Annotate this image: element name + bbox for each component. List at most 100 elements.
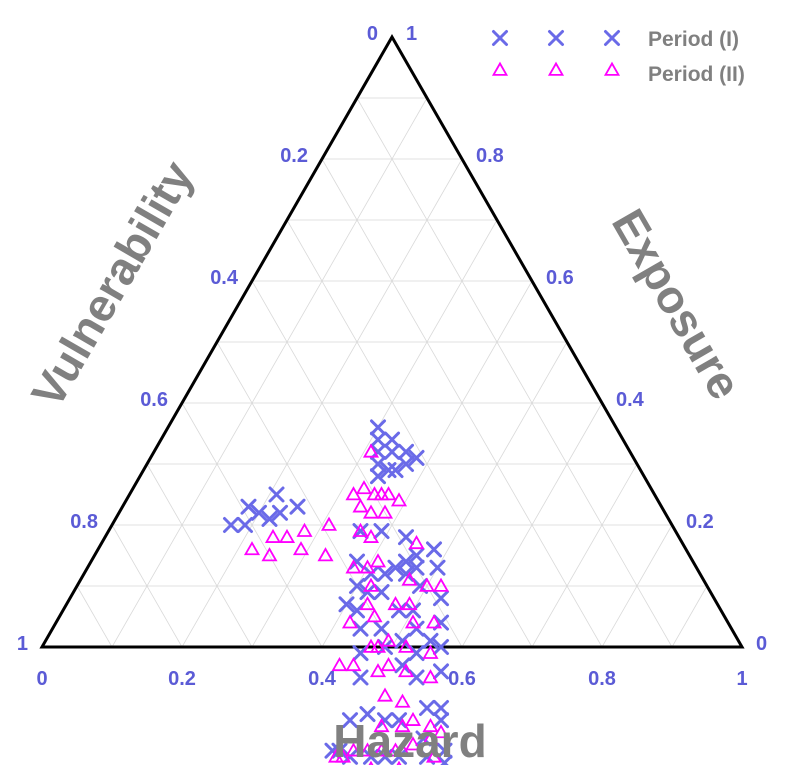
point-period-1 xyxy=(422,632,439,649)
point-period-2 xyxy=(362,443,380,458)
point-period-1 xyxy=(387,559,404,576)
point-period-2 xyxy=(394,693,411,708)
point-period-1 xyxy=(349,602,365,619)
point-period-2 xyxy=(366,608,383,623)
bottom-tick-label: 0.4 xyxy=(308,668,337,690)
point-period-1 xyxy=(436,754,453,765)
grid-line xyxy=(391,341,568,648)
point-period-2 xyxy=(376,687,394,702)
grid-line xyxy=(286,219,533,648)
point-period-1 xyxy=(408,559,425,576)
point-period-2 xyxy=(425,614,443,629)
point-period-2 xyxy=(373,486,390,501)
point-period-1 xyxy=(391,602,407,619)
series-period-1 xyxy=(223,419,453,765)
point-period-2 xyxy=(387,742,404,757)
legend-marker-triangle xyxy=(491,61,509,76)
left-tick-label: 0.4 xyxy=(210,267,239,289)
grid-line xyxy=(251,219,498,648)
point-period-1 xyxy=(419,700,435,716)
point-period-2 xyxy=(387,595,404,611)
bottom-tick-label: 1 xyxy=(736,668,747,690)
grid-line xyxy=(601,524,673,648)
point-period-2 xyxy=(422,717,439,733)
point-period-1 xyxy=(251,504,267,521)
point-period-1 xyxy=(408,449,425,466)
point-period-1 xyxy=(377,748,393,765)
point-period-1 xyxy=(363,565,379,582)
point-period-1 xyxy=(324,742,341,759)
legend-marker-x xyxy=(548,30,564,46)
point-period-2 xyxy=(422,669,439,684)
legend-marker-triangle xyxy=(603,61,621,76)
left-tick-label: 1 xyxy=(17,633,28,655)
point-period-1 xyxy=(377,712,393,729)
hazard-axis-title: Hazard xyxy=(333,715,486,765)
point-period-1 xyxy=(398,443,414,460)
grid-line xyxy=(76,585,113,648)
legend-marker-triangle xyxy=(547,61,565,76)
point-period-1 xyxy=(237,517,253,533)
point-period-1 xyxy=(391,748,407,765)
point-period-1 xyxy=(405,602,421,619)
point-period-1 xyxy=(370,431,386,448)
left-axis-ticks: 0 0.2 0.4 0.6 0.8 1 xyxy=(17,23,378,655)
point-period-1 xyxy=(363,748,379,765)
point-period-2 xyxy=(292,541,310,556)
series-period-2 xyxy=(243,443,450,765)
triangle-frame xyxy=(39,33,745,649)
grid-line xyxy=(356,97,673,648)
bottom-tick-label: 0.6 xyxy=(448,668,476,690)
point-period-1 xyxy=(370,468,386,485)
point-period-2 xyxy=(408,534,425,550)
point-period-1 xyxy=(398,553,414,570)
grid-line xyxy=(461,402,603,648)
point-period-2 xyxy=(397,638,415,653)
right-tick-label: 0.8 xyxy=(476,145,504,167)
point-period-1 xyxy=(370,419,386,436)
point-period-2 xyxy=(264,528,282,543)
point-period-1 xyxy=(352,645,369,662)
point-period-2 xyxy=(380,656,397,672)
point-period-1 xyxy=(433,663,449,680)
point-period-1 xyxy=(384,443,400,460)
left-tick-label: 0 xyxy=(367,23,378,45)
point-period-1 xyxy=(352,669,369,686)
point-period-1 xyxy=(408,620,425,637)
point-period-2 xyxy=(404,711,422,726)
legend-marker-x xyxy=(492,30,508,46)
left-tick-label: 0.8 xyxy=(70,511,98,533)
vulnerability-axis-title: Vulnerability xyxy=(21,152,203,416)
grid-line xyxy=(671,585,708,648)
point-period-2 xyxy=(243,541,261,556)
point-period-1 xyxy=(436,742,453,759)
point-period-2 xyxy=(345,559,362,574)
right-axis-ticks: 1 0.8 0.6 0.4 0.2 0 xyxy=(406,23,767,655)
left-tick-label: 0.2 xyxy=(280,145,308,167)
grid-line xyxy=(111,97,428,648)
point-period-1 xyxy=(433,712,449,729)
point-period-2 xyxy=(345,656,362,672)
point-period-1 xyxy=(289,498,306,515)
point-period-1 xyxy=(391,712,407,729)
point-period-2 xyxy=(345,486,362,501)
point-period-2 xyxy=(261,547,278,562)
point-period-2 xyxy=(390,492,408,507)
point-period-1 xyxy=(223,517,239,533)
point-period-2 xyxy=(422,644,439,659)
grid-line xyxy=(181,402,323,648)
point-period-1 xyxy=(359,584,376,601)
point-period-1 xyxy=(359,706,376,723)
point-period-2 xyxy=(327,748,345,763)
legend: Period (I) Period (II) xyxy=(491,28,745,86)
point-period-2 xyxy=(352,498,369,513)
bottom-tick-label: 0 xyxy=(36,668,47,690)
point-period-2 xyxy=(278,528,296,543)
point-period-1 xyxy=(408,669,425,686)
legend-marker-x xyxy=(604,30,620,46)
point-period-2 xyxy=(359,742,376,757)
point-period-1 xyxy=(377,565,393,582)
point-period-2 xyxy=(397,663,415,678)
point-period-2 xyxy=(341,614,359,629)
